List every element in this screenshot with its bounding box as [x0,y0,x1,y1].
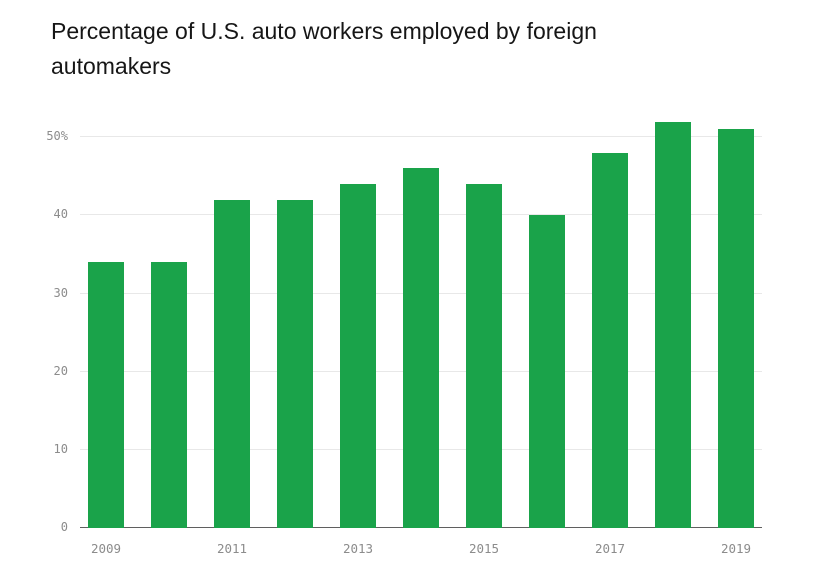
x-tick-label: 2011 [216,541,248,556]
x-tick-label: 2013 [342,541,374,556]
x-tick-label [655,541,691,559]
bar-series [80,109,762,528]
bar-2019 [718,129,754,528]
gridline [80,136,762,138]
x-axis: 2009 2011 2013 2015 2017 2019 [80,541,762,559]
x-tick-label: 2015 [468,541,500,556]
bar-2015 [466,184,502,528]
y-tick-label: 30 [53,285,68,300]
bar-2013 [340,184,376,528]
bar-2016 [529,215,565,528]
bar-2011 [214,199,250,528]
x-tick-label: 2019 [720,541,752,556]
x-tick-label: 2017 [594,541,626,556]
bar-2012 [277,199,313,528]
bar-2018 [655,121,691,528]
bar-2017 [592,152,628,528]
bar-2009 [88,262,124,528]
x-tick-label [277,541,313,559]
x-tick-label [151,541,187,559]
x-tick-label: 2009 [90,541,122,556]
y-tick-label: 0 [60,520,68,534]
x-tick-label [403,541,439,559]
bar-chart: 0 10 20 30 40 50% 2009 2011 2013 2015 2017 2019 [14,109,762,559]
y-tick-label: 20 [53,363,68,378]
bar-2014 [403,168,439,528]
plot-area: 0 10 20 30 40 50% [46,109,762,534]
bar-2010 [151,262,187,528]
chart-title: Percentage of U.S. auto workers employed… [51,18,597,79]
y-tick-label: 50% [46,129,68,144]
y-tick-label: 40 [53,207,68,222]
x-tick-label [529,541,565,559]
y-tick-label: 10 [53,441,68,456]
